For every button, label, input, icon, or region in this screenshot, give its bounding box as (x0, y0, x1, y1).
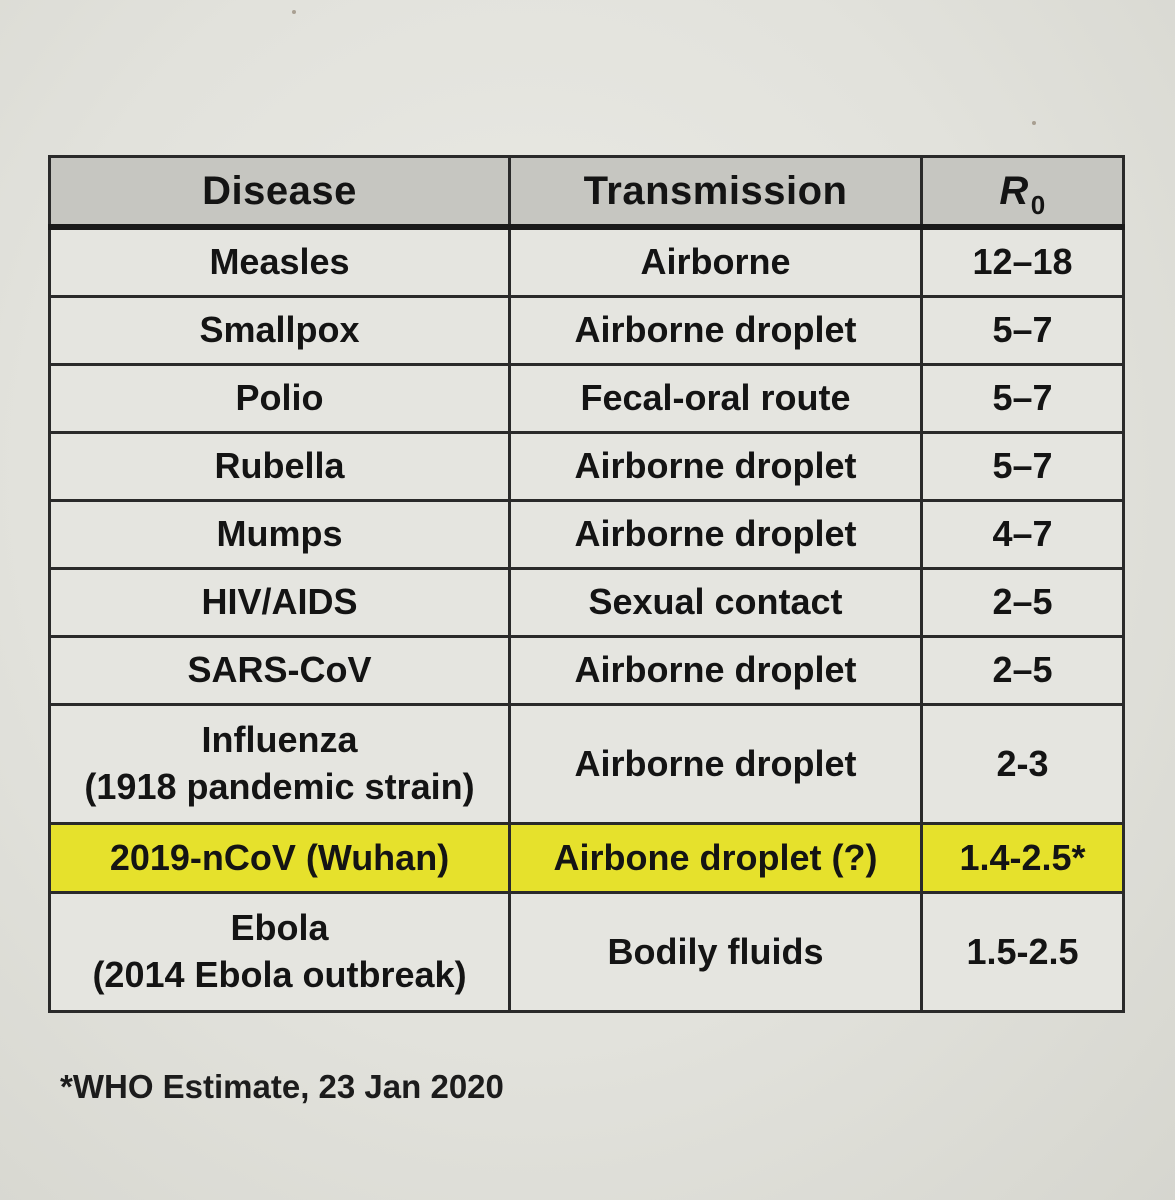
disease-name: Influenza (201, 719, 358, 761)
transmission-cell: Fecal-oral route (508, 363, 923, 434)
disease-cell: Polio (48, 363, 511, 434)
disease-cell: Ebola (2014 Ebola outbreak) (48, 891, 511, 1013)
transmission-cell: Airborne droplet (508, 431, 923, 502)
transmission-cell: Airbone droplet (?) (508, 822, 923, 894)
disease-cell: Measles (48, 225, 511, 298)
disease-cell: HIV/AIDS (48, 567, 511, 638)
disease-note: (2014 Ebola outbreak) (92, 954, 467, 995)
disease-cell: Smallpox (48, 295, 511, 366)
transmission-cell: Airborne droplet (508, 499, 923, 570)
r0-cell: 5–7 (920, 295, 1125, 366)
table-row: Rubella Airborne droplet 5–7 (48, 431, 1125, 502)
r0-cell: 1.4-2.5* (920, 822, 1125, 894)
table-row: Measles Airborne 12–18 (48, 225, 1125, 298)
r0-cell: 5–7 (920, 363, 1125, 434)
disease-cell: Rubella (48, 431, 511, 502)
r0-cell: 5–7 (920, 431, 1125, 502)
header-r0-symbol: R (999, 169, 1029, 213)
transmission-cell: Airborne droplet (508, 703, 923, 825)
r0-table: Disease Transmission R0 Measles Airborne… (48, 155, 1125, 1013)
header-disease: Disease (48, 155, 511, 229)
transmission-cell: Airborne droplet (508, 295, 923, 366)
paper-speck (292, 10, 296, 14)
table-row: SARS-CoV Airborne droplet 2–5 (48, 635, 1125, 706)
header-r0-subscript: 0 (1030, 190, 1046, 220)
r0-table-container: Disease Transmission R0 Measles Airborne… (48, 155, 1125, 1013)
disease-cell: 2019-nCoV (Wuhan) (48, 822, 511, 894)
r0-cell: 1.5-2.5 (920, 891, 1125, 1013)
disease-cell: Mumps (48, 499, 511, 570)
table-row: Ebola (2014 Ebola outbreak) Bodily fluid… (48, 891, 1125, 1013)
transmission-cell: Sexual contact (508, 567, 923, 638)
table-row: Smallpox Airborne droplet 5–7 (48, 295, 1125, 366)
header-r0: R0 (920, 155, 1125, 229)
transmission-cell: Bodily fluids (508, 891, 923, 1013)
header-transmission: Transmission (508, 155, 923, 229)
table-row: HIV/AIDS Sexual contact 2–5 (48, 567, 1125, 638)
footnote: *WHO Estimate, 23 Jan 2020 (60, 1068, 504, 1105)
highlighted-row: 2019-nCoV (Wuhan) Airbone droplet (?) 1.… (48, 822, 1125, 894)
transmission-cell: Airborne (508, 225, 923, 298)
disease-name: Ebola (230, 907, 329, 949)
paper-speck (1032, 121, 1036, 125)
disease-cell: SARS-CoV (48, 635, 511, 706)
r0-cell: 2-3 (920, 703, 1125, 825)
table-row: Polio Fecal-oral route 5–7 (48, 363, 1125, 434)
transmission-cell: Airborne droplet (508, 635, 923, 706)
r0-cell: 12–18 (920, 225, 1125, 298)
table-row: Influenza (1918 pandemic strain) Airborn… (48, 703, 1125, 825)
r0-cell: 4–7 (920, 499, 1125, 570)
table-row: Mumps Airborne droplet 4–7 (48, 499, 1125, 570)
disease-note: (1918 pandemic strain) (84, 766, 475, 807)
r0-cell: 2–5 (920, 635, 1125, 706)
disease-cell: Influenza (1918 pandemic strain) (48, 703, 511, 825)
r0-cell: 2–5 (920, 567, 1125, 638)
header-row: Disease Transmission R0 (48, 155, 1125, 229)
